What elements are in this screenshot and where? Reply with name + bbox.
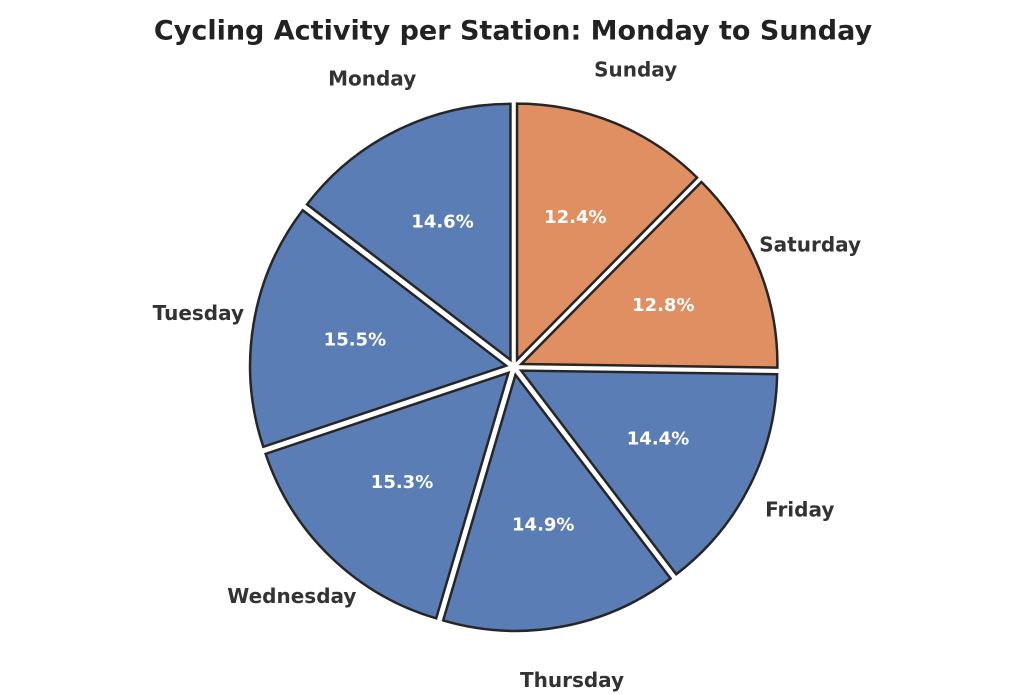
pie-slice <box>441 372 673 633</box>
slice-percent: 15.3% <box>371 472 433 493</box>
slice-percent: 14.6% <box>411 211 473 232</box>
slice-label: Wednesday <box>227 584 356 608</box>
slice-label: Monday <box>328 67 416 91</box>
chart-title: Cycling Activity per Station: Monday to … <box>154 16 873 47</box>
pie-slice <box>518 180 779 369</box>
slice-percent: 14.9% <box>512 515 574 536</box>
slice-label: Friday <box>765 498 834 522</box>
slice-percent: 12.4% <box>544 207 606 228</box>
pie-slice <box>248 208 509 449</box>
pie-slice <box>305 102 512 363</box>
slice-percent: 12.8% <box>632 295 694 316</box>
slice-label: Saturday <box>759 232 861 256</box>
slice-label: Tuesday <box>153 301 244 325</box>
slice-percent: 15.5% <box>324 329 386 350</box>
pie-slice <box>515 102 699 363</box>
slice-label: Thursday <box>520 668 624 692</box>
pie-slice <box>518 369 779 577</box>
pie-slice <box>264 370 511 620</box>
slice-label: Sunday <box>594 58 677 82</box>
slice-percent: 14.4% <box>627 429 689 450</box>
